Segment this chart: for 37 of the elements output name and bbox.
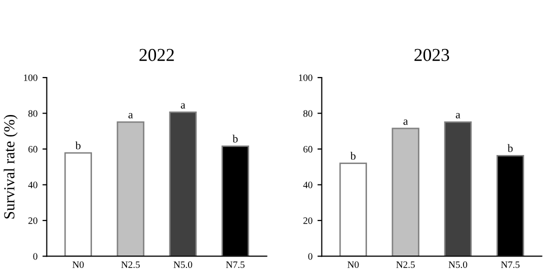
annotation: b [508,144,513,152]
x-tick-label: N7.5 [226,261,245,268]
y-tick-label: 0 [308,253,312,260]
chart-title: 2023 [414,48,450,62]
x-tick-label: N2.5 [396,261,415,268]
y-tick-label: 40 [303,182,312,188]
annotation: a [180,103,186,109]
x-tick-label: N7.5 [501,261,520,268]
x-tick-label: N2.5 [121,261,140,268]
annotation: b [232,134,238,143]
annotation: a [456,113,460,118]
chart-title: 2022 [139,48,174,62]
y-axis-title: Survival rate (%) [4,114,18,218]
y-tick-label: 80 [303,110,312,117]
y-tick-label: 60 [28,146,38,152]
bar [169,112,197,256]
y-tick-label: 100 [298,74,312,82]
annotation: a [403,120,408,125]
y-tick-label: 60 [303,146,312,152]
annotation: b [350,152,356,160]
bar [64,152,92,256]
y-tick-label: 0 [33,253,38,260]
x-tick-label: N0 [348,261,359,268]
y-tick-label: 20 [303,217,312,224]
x-tick-label: N5.0 [174,261,192,268]
y-tick-label: 20 [28,217,38,224]
bar [116,121,144,256]
y-tick-label: 100 [24,74,38,82]
y-tick-label: 40 [28,182,38,188]
x-tick-label: N5.0 [448,261,468,268]
x-tick-label: N0 [72,261,84,268]
annotation: a [128,113,133,118]
bar [339,162,367,256]
bar [392,128,420,256]
y-tick-label: 80 [28,110,38,117]
bar [444,121,472,256]
annotation: b [75,141,81,150]
